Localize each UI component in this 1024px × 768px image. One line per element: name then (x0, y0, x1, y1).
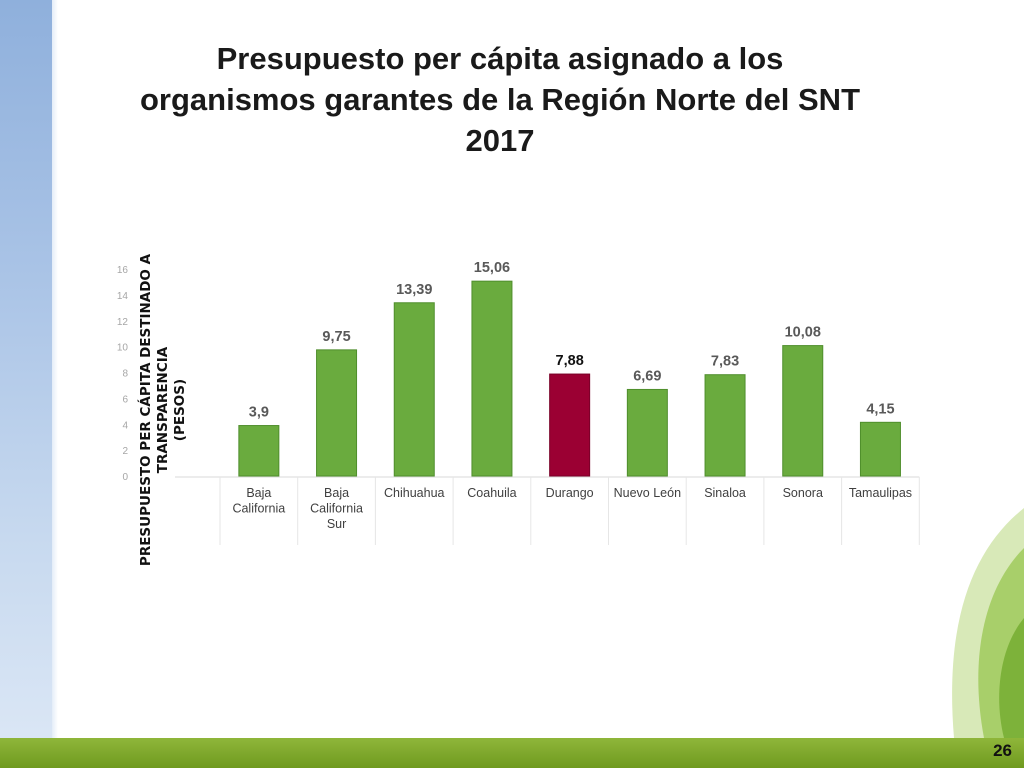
data-label: 4,15 (866, 401, 894, 417)
x-category-label: Coahuila (467, 486, 516, 500)
bar (316, 349, 358, 477)
data-label: 10,08 (785, 325, 821, 341)
y-tick-label: 8 (122, 369, 128, 380)
x-category-label: Nuevo León (614, 486, 681, 500)
slide-title-line-1: Presupuesto per cápita asignado a los (216, 41, 784, 76)
x-category-label: California (310, 502, 363, 516)
bottom-decorative-band (0, 738, 1024, 768)
y-tick-label: 10 (117, 343, 129, 354)
corner-decoration (952, 508, 1024, 738)
bar (626, 388, 668, 477)
bar (471, 280, 513, 477)
y-tick-label: 12 (117, 317, 129, 328)
data-label: 13,39 (396, 282, 432, 298)
slide-title: Presupuesto per cápita asignado a los or… (80, 38, 920, 161)
y-tick-label: 16 (117, 265, 129, 276)
x-category-label: Baja (324, 486, 349, 500)
data-label: 9,75 (322, 329, 350, 345)
data-label: 3,9 (249, 405, 269, 421)
left-decorative-band (0, 0, 52, 768)
y-tick-label: 0 (122, 472, 128, 483)
slide-title-line-3: 2017 (465, 123, 535, 158)
data-label: 7,83 (711, 354, 739, 370)
x-category-label: Sur (327, 517, 346, 531)
x-category-label: Durango (546, 486, 594, 500)
data-label: 6,69 (633, 368, 661, 384)
slide-title-line-2: organismos garantes de la Región Norte d… (139, 82, 861, 117)
x-category-label: Sonora (783, 486, 823, 500)
x-category-label: Tamaulipas (849, 486, 912, 500)
bar (704, 374, 746, 477)
bar (393, 302, 435, 477)
y-tick-label: 4 (122, 420, 128, 431)
bar (782, 345, 824, 477)
x-category-label: California (232, 502, 285, 516)
left-band-fade (52, 0, 58, 768)
bar (859, 421, 901, 477)
x-category-label: Baja (246, 486, 271, 500)
bar (238, 425, 280, 477)
data-label: 15,06 (474, 260, 510, 276)
x-category-label: Sinaloa (704, 486, 746, 500)
data-label: 7,88 (556, 353, 584, 369)
y-tick-label: 14 (117, 291, 129, 302)
y-tick-label: 6 (122, 394, 128, 405)
page-number: 26 (993, 741, 1012, 760)
y-tick-label: 2 (122, 446, 128, 457)
bar (549, 373, 591, 477)
x-category-label: Chihuahua (384, 486, 445, 500)
